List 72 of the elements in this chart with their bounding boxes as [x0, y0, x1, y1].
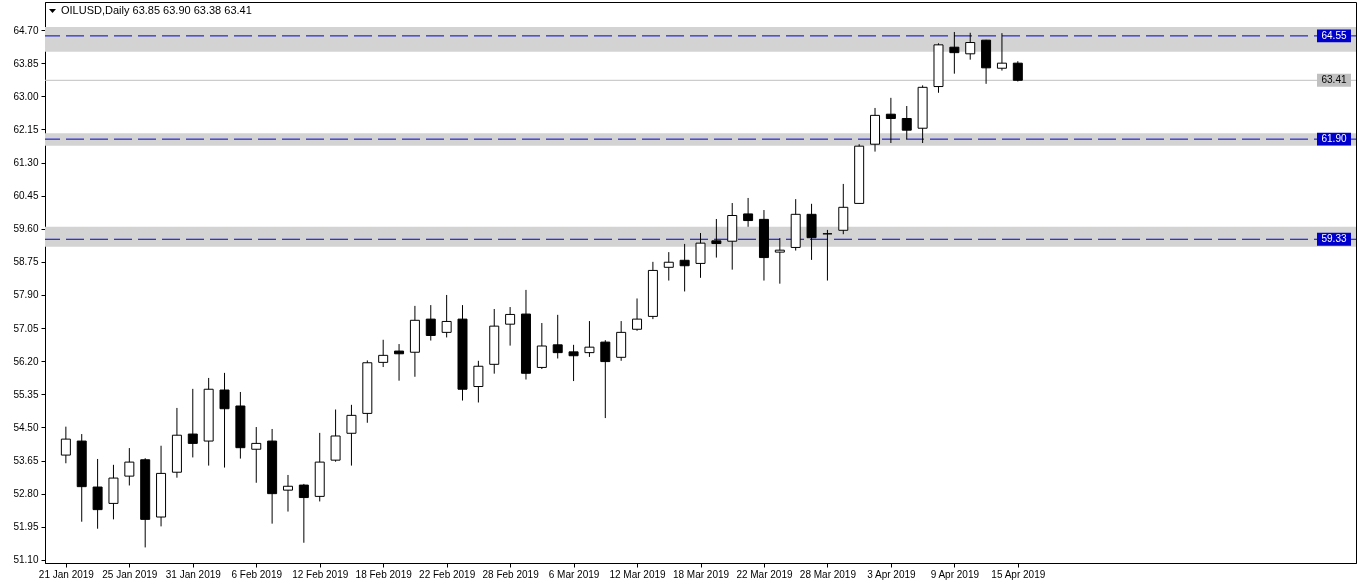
y-tick-label: 54.50 — [13, 421, 39, 433]
chart-title: OILUSD,Daily 63.85 63.90 63.38 63.41 — [61, 4, 252, 16]
ref-line-label: 61.90 — [1321, 133, 1347, 145]
candlestick — [743, 197, 754, 228]
ref-line-label: 59.33 — [1321, 233, 1347, 245]
y-tick-label: 63.00 — [13, 90, 39, 102]
x-tick-label: 18 Mar 2019 — [672, 568, 730, 580]
x-tick-label: 9 Apr 2019 — [930, 568, 980, 580]
y-tick-label: 61.30 — [13, 157, 39, 169]
y-tick-label: 57.05 — [13, 322, 39, 334]
candlestick — [219, 372, 230, 469]
candlestick — [536, 322, 547, 370]
candlestick — [695, 232, 706, 279]
candlestick — [949, 31, 960, 75]
x-tick-label: 22 Feb 2019 — [419, 568, 476, 580]
x-tick-label: 28 Mar 2019 — [799, 568, 857, 580]
y-tick-label: 53.65 — [13, 455, 39, 467]
candlestick — [298, 483, 309, 544]
x-tick-label: 21 Jan 2019 — [38, 568, 95, 580]
y-tick-label: 51.95 — [13, 521, 39, 533]
x-tick-label: 15 Apr 2019 — [991, 568, 1046, 580]
y-tick-label: 59.60 — [13, 223, 39, 235]
candlestick — [996, 32, 1007, 72]
y-tick-label: 56.20 — [13, 355, 39, 367]
x-tick-label: 6 Mar 2019 — [548, 568, 600, 580]
candlestick — [806, 203, 817, 261]
y-tick-label: 64.70 — [13, 24, 39, 36]
y-tick-label: 51.10 — [13, 554, 39, 566]
candlestick — [92, 458, 103, 530]
candlestick — [282, 474, 293, 513]
y-tick-label: 52.80 — [13, 488, 39, 500]
candlestick — [425, 304, 436, 342]
candlestick — [632, 297, 643, 332]
y-tick-label: 55.35 — [13, 388, 39, 400]
candlestick — [584, 320, 595, 358]
candlestick — [473, 360, 484, 403]
x-tick-label: 3 Apr 2019 — [867, 568, 917, 580]
y-tick-label: 58.75 — [13, 256, 39, 268]
candlestick — [505, 306, 516, 347]
candlestick — [901, 105, 912, 140]
candlestick — [965, 32, 976, 61]
x-tick-label: 6 Feb 2019 — [231, 568, 283, 580]
ref-line-label: 63.41 — [1321, 74, 1347, 86]
y-tick-label: 62.15 — [13, 123, 39, 135]
x-tick-label: 31 Jan 2019 — [165, 568, 222, 580]
x-tick-label: 28 Feb 2019 — [482, 568, 540, 580]
candlestick — [774, 237, 785, 285]
candlestick — [60, 426, 71, 464]
candlestick — [885, 97, 896, 144]
candlestick — [378, 339, 389, 368]
x-tick-label: 12 Mar 2019 — [609, 568, 667, 580]
x-tick-label: 12 Feb 2019 — [292, 568, 349, 580]
candlestick — [346, 404, 357, 467]
candlestick — [711, 218, 722, 259]
candlestick — [187, 388, 198, 458]
candlestick — [394, 343, 405, 382]
y-tick-label: 63.85 — [13, 57, 39, 69]
y-tick-label: 57.90 — [13, 289, 39, 301]
x-tick-label: 25 Jan 2019 — [102, 568, 158, 580]
candlestick — [124, 447, 135, 486]
x-tick-label: 22 Mar 2019 — [736, 568, 793, 580]
candlestick — [441, 294, 452, 338]
ref-line-label: 64.55 — [1321, 29, 1347, 41]
candlestick — [838, 183, 849, 235]
candlestick — [663, 251, 674, 282]
candlestick — [552, 314, 563, 359]
candlestick — [568, 344, 579, 382]
y-tick-label: 60.45 — [13, 190, 39, 202]
x-tick-label: 18 Feb 2019 — [355, 568, 413, 580]
candlestick — [600, 339, 611, 419]
candlestick — [679, 243, 690, 292]
candlestick — [251, 426, 262, 484]
